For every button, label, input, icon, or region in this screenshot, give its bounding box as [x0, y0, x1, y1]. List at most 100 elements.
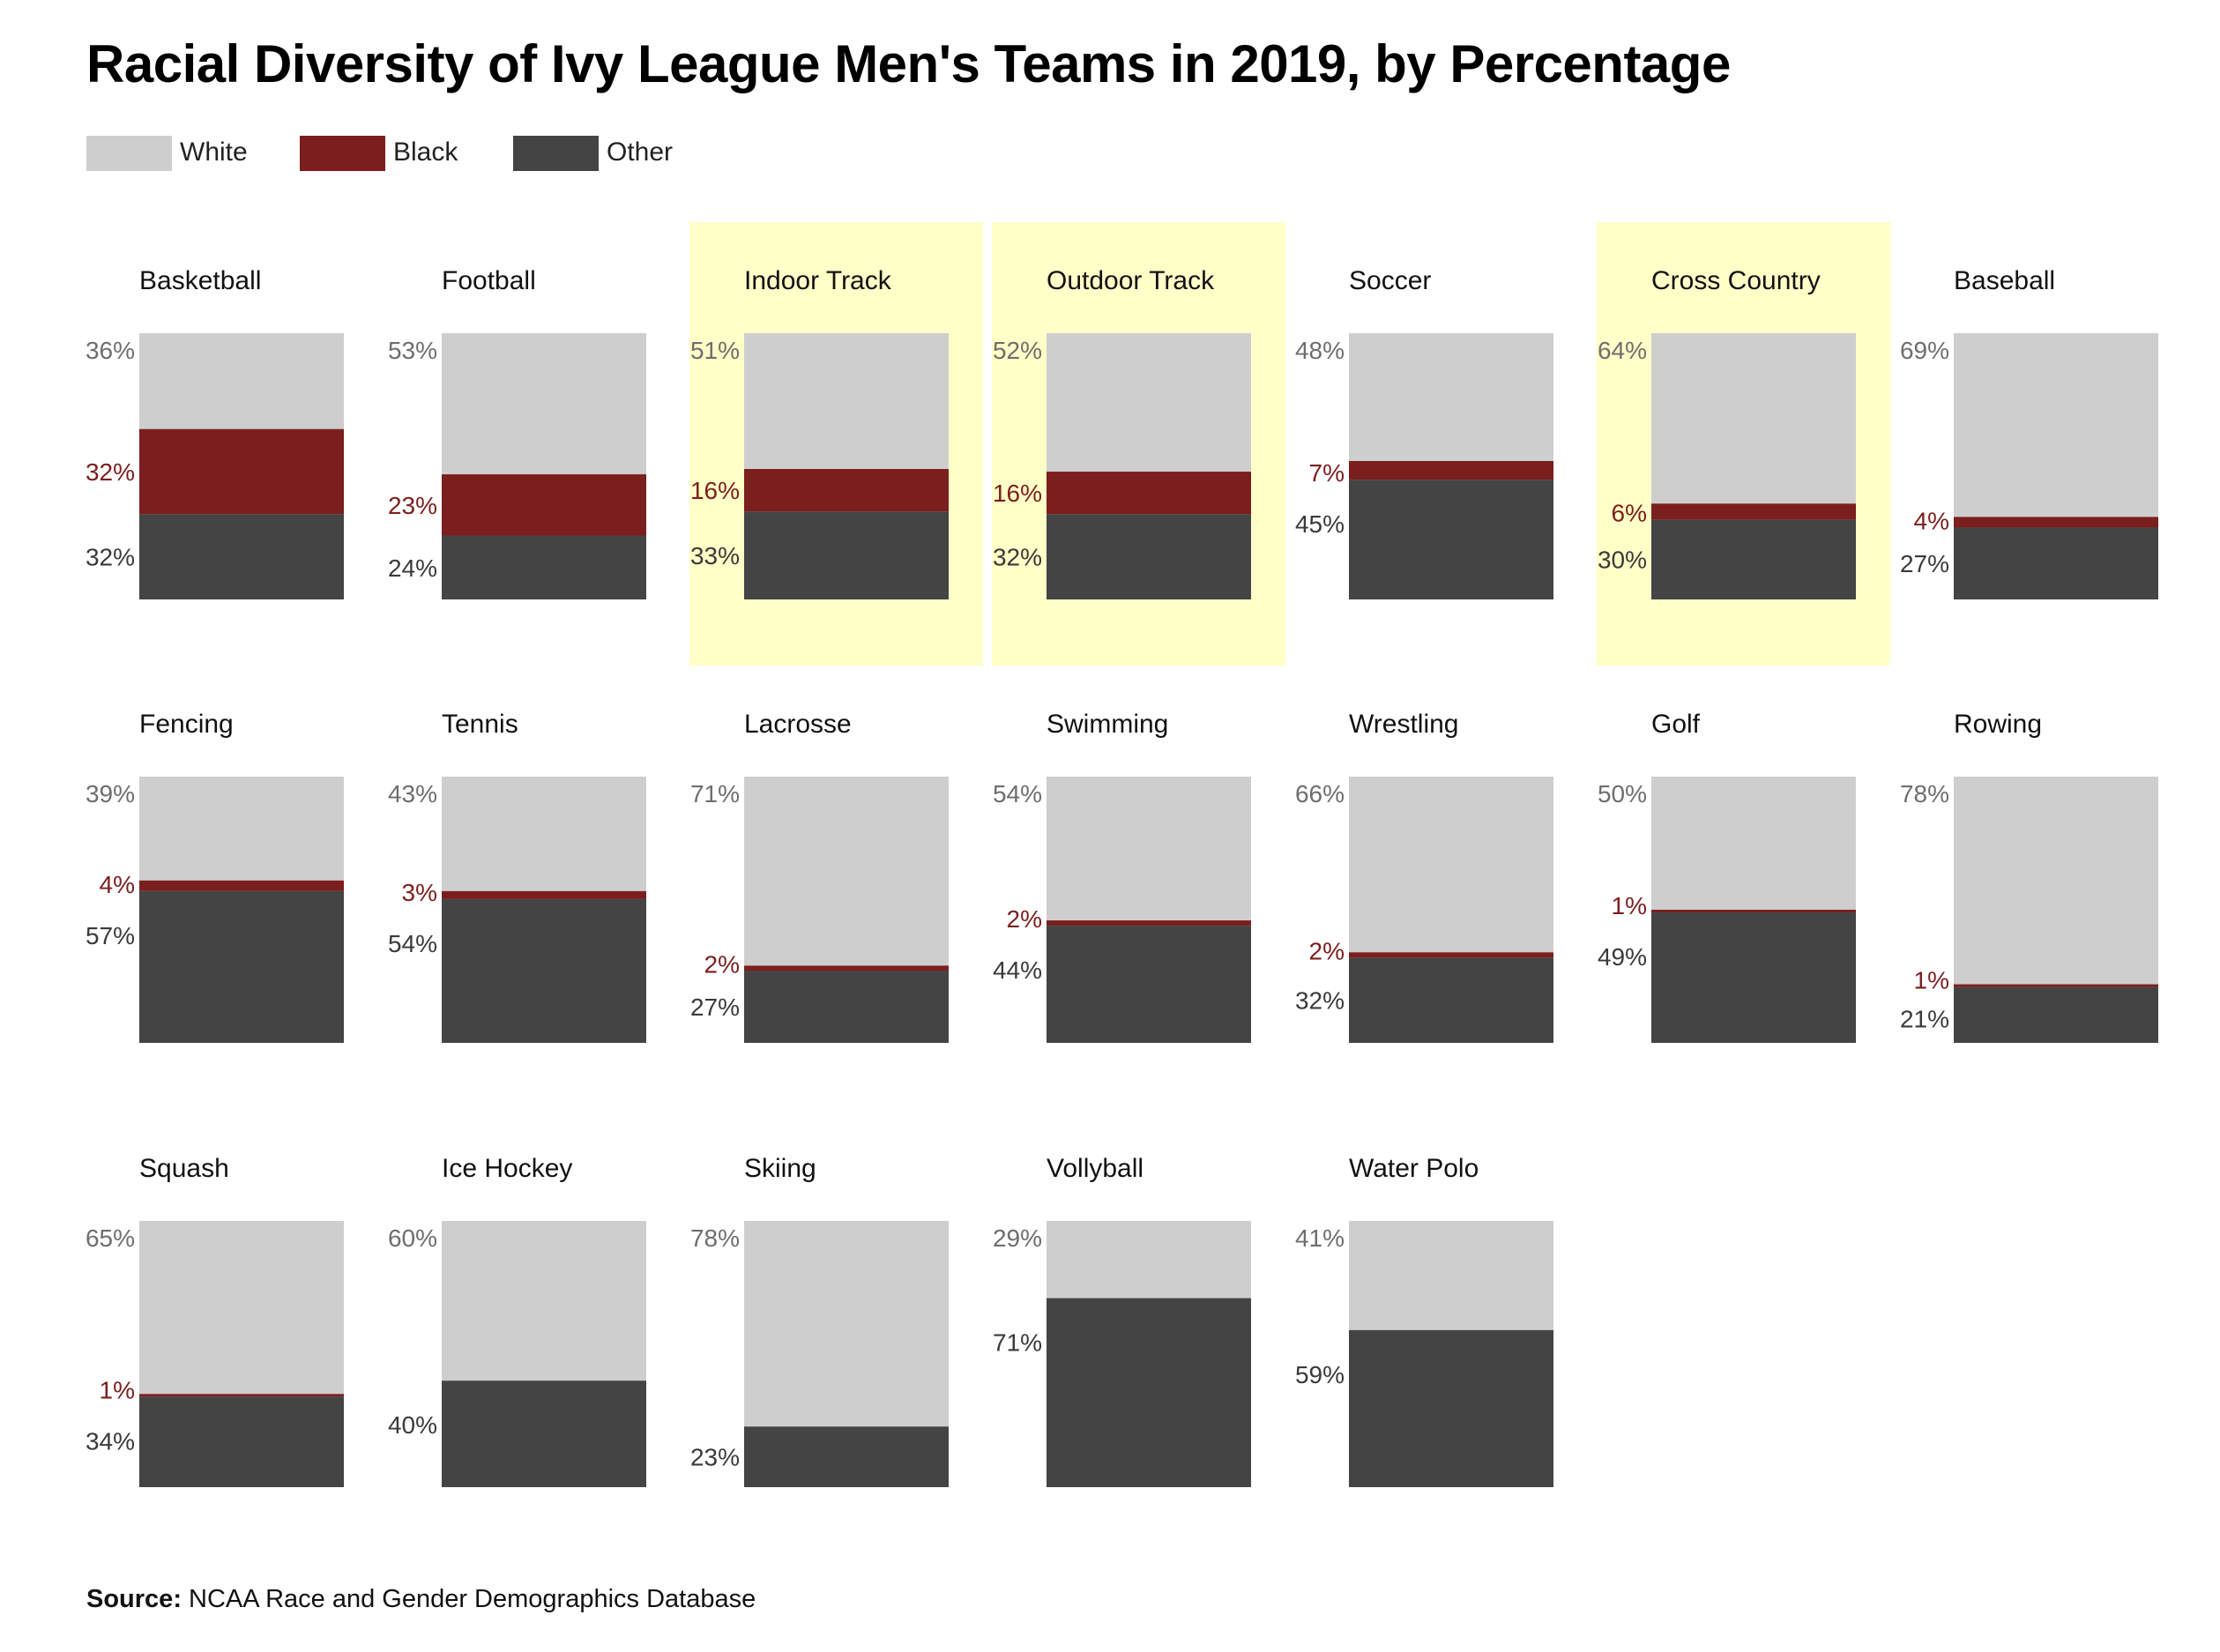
label-black-tennis: 3%	[402, 879, 437, 906]
bar-other-rowing	[1954, 986, 2158, 1043]
panel-title-cross-country: Cross Country	[1651, 266, 1821, 295]
bar-other-fencing	[139, 890, 344, 1043]
label-white-basketball: 36%	[86, 337, 135, 364]
bar-other-outdoor-track	[1047, 514, 1251, 599]
source-note: Source: NCAA Race and Gender Demographic…	[86, 1585, 756, 1614]
label-white-tennis: 43%	[388, 780, 437, 807]
panel-title-fencing: Fencing	[139, 710, 234, 739]
legend-swatch-black	[300, 136, 385, 171]
bar-black-indoor-track	[744, 469, 949, 512]
label-black-swimming: 2%	[1007, 905, 1042, 933]
bar-other-swimming	[1047, 926, 1251, 1043]
panel-title-squash: Squash	[139, 1154, 229, 1183]
bar-other-lacrosse	[744, 971, 949, 1043]
legend-swatch-other	[513, 136, 599, 171]
label-white-fencing: 39%	[86, 780, 135, 807]
label-black-soccer: 7%	[1309, 459, 1345, 487]
bar-other-skiing	[744, 1426, 949, 1487]
bar-white-football	[442, 333, 646, 475]
label-white-squash: 65%	[86, 1224, 135, 1252]
bar-black-football	[442, 474, 646, 536]
label-black-lacrosse: 2%	[704, 950, 740, 978]
label-other-tennis: 54%	[388, 930, 437, 957]
label-white-indoor-track: 51%	[690, 337, 740, 364]
bar-black-lacrosse	[744, 965, 949, 971]
label-black-basketball: 32%	[86, 458, 135, 486]
bar-other-water-polo	[1349, 1329, 1553, 1487]
label-other-water-polo: 59%	[1295, 1361, 1345, 1388]
bar-other-vollyball	[1047, 1298, 1251, 1487]
label-white-vollyball: 29%	[993, 1224, 1042, 1252]
label-other-indoor-track: 33%	[690, 542, 740, 569]
bar-black-tennis	[442, 890, 646, 899]
label-other-lacrosse: 27%	[690, 993, 740, 1021]
label-other-wrestling: 32%	[1295, 987, 1345, 1015]
panel-title-swimming: Swimming	[1047, 710, 1168, 739]
label-black-squash: 1%	[100, 1376, 135, 1403]
chart-title: Racial Diversity of Ivy League Men's Tea…	[86, 34, 1731, 93]
panel-title-vollyball: Vollyball	[1047, 1154, 1144, 1183]
bar-other-baseball	[1954, 527, 2158, 599]
label-black-indoor-track: 16%	[690, 477, 740, 504]
panel-title-golf: Golf	[1651, 710, 1701, 739]
panel-title-rowing: Rowing	[1954, 710, 2042, 739]
panel-title-soccer: Soccer	[1349, 266, 1431, 295]
panel-title-lacrosse: Lacrosse	[744, 710, 852, 739]
panel-title-ice-hockey: Ice Hockey	[442, 1154, 572, 1183]
label-other-fencing: 57%	[86, 922, 135, 949]
label-white-football: 53%	[388, 337, 437, 364]
bar-white-tennis	[442, 777, 646, 891]
bar-other-wrestling	[1349, 957, 1553, 1043]
bar-black-rowing	[1954, 984, 2158, 987]
bar-white-cross-country	[1651, 333, 1856, 504]
panel-title-basketball: Basketball	[139, 266, 261, 295]
bar-white-ice-hockey	[442, 1221, 646, 1381]
label-white-golf: 50%	[1598, 780, 1647, 807]
panel-title-baseball: Baseball	[1954, 266, 2055, 295]
label-white-lacrosse: 71%	[690, 780, 740, 807]
bar-white-water-polo	[1349, 1221, 1553, 1330]
label-white-baseball: 69%	[1900, 337, 1949, 364]
label-other-vollyball: 71%	[993, 1329, 1042, 1357]
bar-other-squash	[139, 1396, 344, 1487]
label-other-golf: 49%	[1598, 943, 1647, 971]
bar-white-fencing	[139, 777, 344, 881]
label-black-wrestling: 2%	[1309, 937, 1345, 964]
label-other-basketball: 32%	[86, 544, 135, 571]
bar-black-soccer	[1349, 460, 1553, 480]
bar-other-cross-country	[1651, 519, 1856, 599]
bar-black-squash	[139, 1394, 344, 1397]
label-black-rowing: 1%	[1914, 967, 1949, 994]
label-other-soccer: 45%	[1295, 510, 1345, 538]
bar-white-indoor-track	[744, 333, 949, 470]
bar-white-basketball	[139, 333, 344, 429]
label-other-squash: 34%	[86, 1427, 135, 1455]
bar-other-tennis	[442, 898, 646, 1043]
bar-white-lacrosse	[744, 777, 949, 966]
bar-black-baseball	[1954, 517, 2158, 528]
label-white-wrestling: 66%	[1295, 780, 1345, 807]
bar-other-basketball	[139, 514, 344, 599]
bar-white-golf	[1651, 777, 1856, 910]
source-text: NCAA Race and Gender Demographics Databa…	[189, 1585, 756, 1613]
panel-title-tennis: Tennis	[442, 710, 518, 739]
label-other-ice-hockey: 40%	[388, 1411, 437, 1439]
label-black-baseball: 4%	[1914, 507, 1949, 534]
label-black-cross-country: 6%	[1612, 499, 1647, 526]
label-white-water-polo: 41%	[1295, 1224, 1345, 1252]
label-black-fencing: 4%	[100, 871, 135, 898]
bar-other-ice-hockey	[442, 1380, 646, 1487]
bar-black-cross-country	[1651, 503, 1856, 520]
label-other-swimming: 44%	[993, 956, 1042, 984]
bar-black-swimming	[1047, 920, 1251, 926]
bar-black-basketball	[139, 428, 344, 515]
label-black-outdoor-track: 16%	[993, 480, 1042, 507]
bar-white-baseball	[1954, 333, 2158, 517]
label-white-skiing: 78%	[690, 1224, 740, 1252]
bar-black-golf	[1651, 910, 1856, 913]
label-black-golf: 1%	[1612, 892, 1647, 919]
panel-title-wrestling: Wrestling	[1349, 710, 1458, 739]
bar-other-golf	[1651, 912, 1856, 1043]
label-other-baseball: 27%	[1900, 550, 1949, 577]
legend-label-black: Black	[393, 138, 458, 167]
